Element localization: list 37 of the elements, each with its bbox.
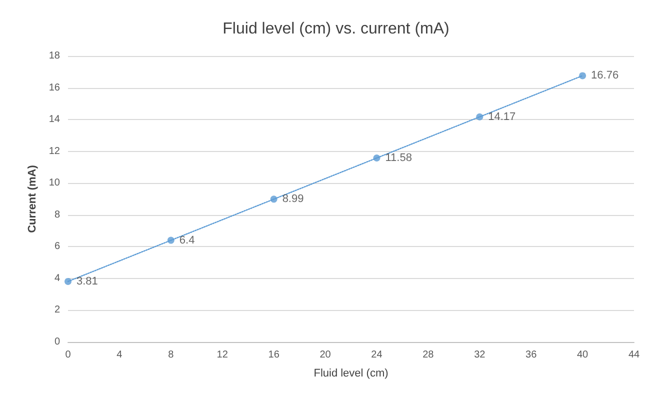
data-label: 16.76 (591, 70, 619, 82)
x-tick-label: 32 (474, 350, 486, 360)
y-tick-label: 4 (54, 272, 60, 284)
x-tick-label: 4 (116, 350, 123, 360)
x-tick-label: 24 (371, 350, 383, 360)
x-tick-label: 44 (628, 350, 640, 360)
x-tick-label: 40 (576, 350, 589, 360)
y-tick-label: 16 (48, 82, 60, 94)
x-tick-label: 8 (168, 350, 174, 360)
y-axis-title: Current (mA) (26, 164, 38, 233)
y-tick-label: 12 (48, 146, 60, 157)
data-label: 11.58 (385, 152, 412, 164)
point (270, 196, 278, 203)
y-tick-label: 18 (48, 50, 60, 62)
point (476, 113, 484, 120)
data-label: 3.81 (76, 275, 98, 288)
data-label: 8.99 (282, 193, 304, 206)
x-tick-label: 36 (526, 350, 538, 360)
chart-title: Fluid level (cm) vs. current (mA) (222, 20, 450, 38)
data-label: 14.17 (488, 110, 516, 123)
y-tick-label: 0 (54, 336, 60, 348)
point (64, 278, 72, 285)
x-tick-label: 28 (422, 350, 434, 360)
x-axis-title: Fluid level (cm) (314, 368, 388, 380)
point (579, 72, 586, 80)
y-tick-label: 14 (48, 114, 60, 126)
y-tick-label: 6 (54, 241, 60, 252)
x-tick-label: 12 (216, 350, 228, 360)
data-label: 6.4 (179, 234, 195, 246)
point (373, 154, 380, 162)
y-tick-label: 2 (54, 304, 60, 316)
y-tick-label: 10 (48, 178, 60, 189)
y-tick-label: 8 (54, 209, 60, 220)
point (167, 236, 174, 244)
x-tick-label: 16 (268, 350, 280, 360)
x-tick-label: 0 (65, 350, 72, 360)
x-tick-label: 20 (320, 350, 332, 360)
